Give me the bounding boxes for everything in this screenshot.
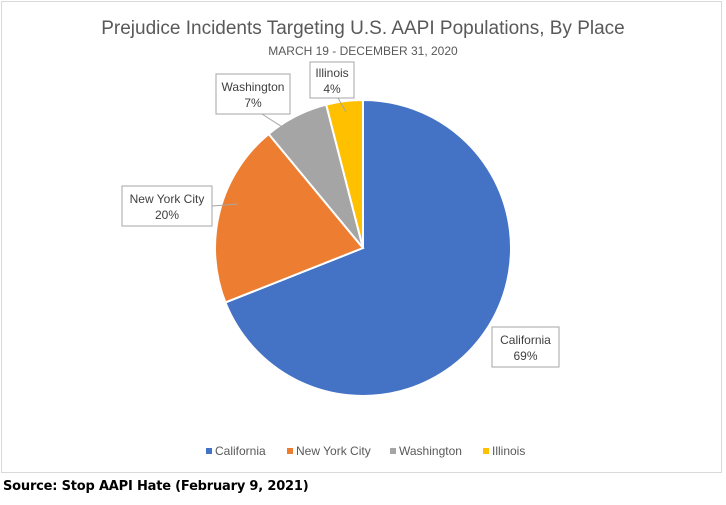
data-label-name-california: California: [500, 333, 551, 347]
data-label-value-new-york-city: 20%: [155, 208, 179, 222]
data-labels: California 69% New York City 20% Washington 7…: [121, 61, 560, 368]
legend: California New York City Washington Illinoi…: [206, 444, 525, 458]
legend-swatch-california: [206, 448, 212, 454]
data-label-box-illinois: [309, 61, 355, 99]
legend-item-california: California: [206, 444, 266, 458]
data-label-name-new-york-city: New York City: [130, 192, 205, 206]
legend-label-california: California: [215, 444, 266, 458]
pie-slice-new-york-city: [214, 132, 365, 304]
leader-line-illinois: [337, 97, 347, 113]
data-label-box-california: [491, 326, 560, 368]
chart-subtitle: MARCH 19 - DECEMBER 31, 2020: [268, 44, 458, 58]
legend-swatch-new-york-city: [287, 448, 293, 454]
data-label-box-new-york-city: [121, 185, 213, 227]
legend-swatch-illinois: [483, 448, 489, 454]
pie-slice-illinois: [324, 98, 364, 249]
data-label-name-illinois: Illinois: [315, 66, 348, 80]
legend-item-illinois: Illinois: [483, 444, 525, 458]
data-label-name-washington: Washington: [222, 80, 285, 94]
data-label-box-washington: [215, 73, 291, 115]
leader-line-washington: [261, 113, 291, 133]
legend-swatch-washington: [390, 448, 396, 454]
legend-label-washington: Washington: [399, 444, 462, 458]
leader-line-new-york-city: [211, 203, 239, 207]
legend-item-new-york-city: New York City: [287, 444, 371, 458]
data-label-value-washington: 7%: [244, 96, 262, 110]
source-note: Source: Stop AAPI Hate (February 9, 2021…: [3, 479, 309, 494]
legend-label-new-york-city: New York City: [296, 444, 371, 458]
legend-label-illinois: Illinois: [492, 444, 525, 458]
chart-title: Prejudice Incidents Targeting U.S. AAPI …: [101, 18, 625, 39]
data-label-value-illinois: 4%: [323, 82, 341, 96]
pie-slice-california: [224, 98, 512, 397]
data-label-value-california: 69%: [513, 349, 537, 363]
legend-item-washington: Washington: [390, 444, 462, 458]
pie-slices: [214, 98, 512, 397]
